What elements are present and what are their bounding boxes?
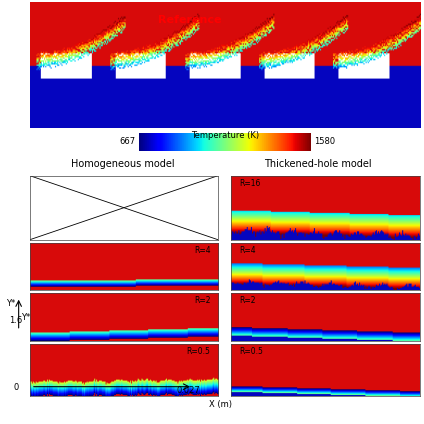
Y-axis label: Y*: Y* xyxy=(21,312,30,321)
Text: 667: 667 xyxy=(119,137,135,146)
Text: R=4: R=4 xyxy=(239,246,256,255)
Text: Reference: Reference xyxy=(159,15,222,25)
Text: 1580: 1580 xyxy=(315,137,335,146)
Text: 0: 0 xyxy=(14,383,19,393)
Text: Homogeneous model: Homogeneous model xyxy=(72,159,175,169)
Text: R=4: R=4 xyxy=(194,246,211,255)
Text: R=0.5: R=0.5 xyxy=(239,347,263,356)
Text: R=16: R=16 xyxy=(239,179,260,189)
Text: Thickened-hole model: Thickened-hole model xyxy=(265,159,372,169)
Text: 1.6: 1.6 xyxy=(9,315,23,325)
Text: Y*: Y* xyxy=(6,298,15,308)
Text: R=0.5: R=0.5 xyxy=(187,347,211,356)
Text: 0.027: 0.027 xyxy=(177,386,201,396)
Text: R=2: R=2 xyxy=(239,296,255,305)
Text: R=2: R=2 xyxy=(194,296,211,305)
Text: X (m): X (m) xyxy=(209,400,232,410)
Text: Temperature (K): Temperature (K) xyxy=(191,131,259,140)
